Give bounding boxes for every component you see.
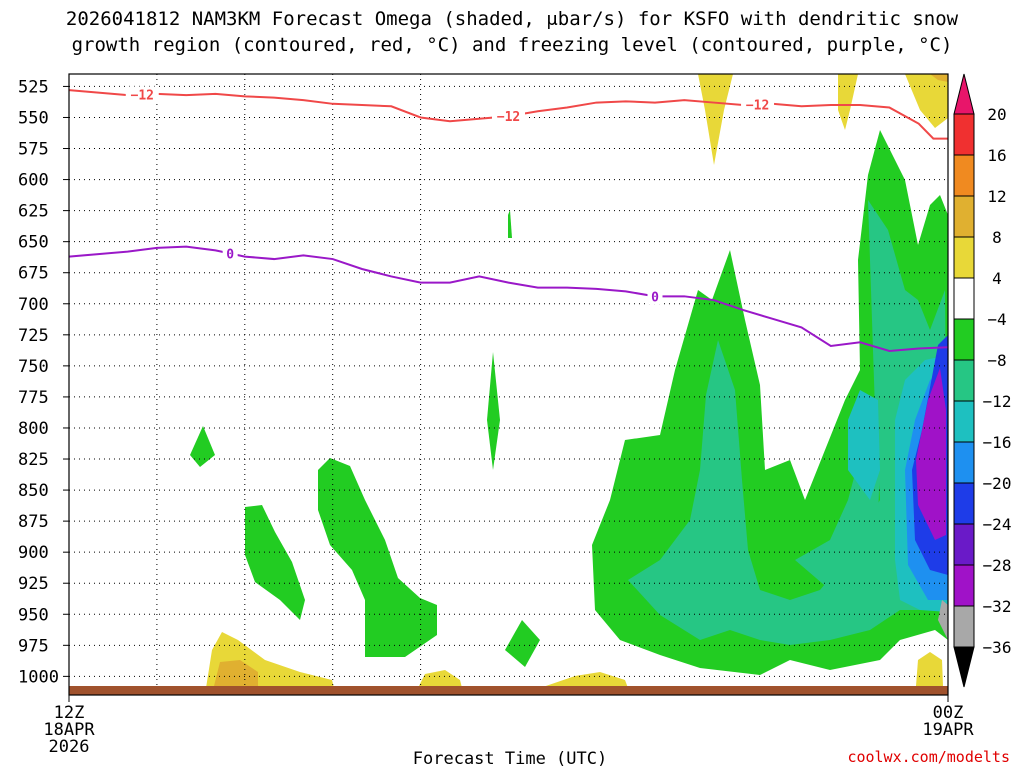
contour-label-bg — [492, 108, 525, 125]
colorbar-swatch — [953, 277, 975, 320]
x-tick-label: 12Z — [54, 703, 85, 723]
colorbar-swatch — [953, 195, 975, 238]
colorbar-label: −28 — [983, 556, 1012, 575]
ground-surface-strip — [69, 686, 948, 695]
credit-text: coolwx.com/modelts — [847, 748, 1010, 766]
colorbar-swatch — [953, 154, 975, 197]
contour-label: 0 — [651, 290, 659, 305]
freezing-level-contour-line — [68, 245, 949, 352]
y-tick-label: 700 — [18, 295, 49, 315]
colorbar-swatch — [953, 318, 975, 361]
omega-shading — [190, 74, 948, 688]
colorbar-swatch — [953, 564, 975, 607]
colorbar-label: −32 — [983, 597, 1012, 616]
omega-region-green — [245, 505, 305, 620]
y-tick-label: 550 — [18, 108, 49, 128]
y-tick-label: 925 — [18, 574, 49, 594]
colorbar-swatch — [953, 482, 975, 525]
omega-region-yellow — [540, 672, 628, 688]
colorbar-label: 20 — [987, 105, 1006, 124]
y-axis: 525 550 575 600 625 650 675 700 725 750 775 800 825 8… — [18, 77, 69, 687]
colorbar-label: 12 — [987, 187, 1006, 206]
contour-label-bg — [222, 245, 238, 262]
colorbar-label: 16 — [987, 146, 1006, 165]
colorbar-swatch — [953, 523, 975, 566]
colorbar-swatch — [953, 113, 975, 156]
colorbar-label: −8 — [987, 351, 1006, 370]
y-tick-label: 800 — [18, 419, 49, 439]
x-axis: 12Z18APR202600Z19APR12Z00Z20APR12Z00Z21A… — [43, 695, 974, 757]
colorbar-label: −12 — [983, 392, 1012, 411]
y-tick-label: 725 — [18, 326, 49, 346]
chart-title-line-1: 2026041812 NAM3KM Forecast Omega (shaded… — [66, 8, 959, 30]
y-tick-label: 825 — [18, 450, 49, 470]
colorbar: 20 16 12 8 4 −4 −8 −12 −16 −20 −24 −28 −32 −36 — [953, 73, 1012, 688]
colorbar-swatch — [953, 236, 975, 279]
colorbar-swatch — [953, 605, 975, 648]
omega-region-teal — [795, 460, 880, 590]
contour-label-bg — [741, 96, 775, 113]
omega-region-yellow — [838, 74, 858, 130]
x-tick-label: 2026 — [49, 737, 90, 757]
omega-region-yellow — [905, 74, 948, 128]
omega-region-green — [505, 620, 540, 667]
y-tick-label: 575 — [18, 140, 49, 160]
omega-region-cyan — [848, 390, 880, 500]
contour-label: −12 — [131, 88, 154, 103]
y-tick-label: 850 — [18, 481, 49, 501]
plot-area: −12 −12 −12 0 0 — [68, 74, 949, 695]
x-axis-label: Forecast Time (UTC) — [413, 749, 607, 768]
colorbar-swatch — [953, 400, 975, 443]
colorbar-bottom-triangle — [953, 646, 975, 688]
omega-region-green — [508, 210, 512, 238]
omega-region-green — [318, 458, 437, 657]
y-tick-label: 650 — [18, 233, 49, 253]
y-tick-label: 750 — [18, 357, 49, 377]
y-tick-label: 625 — [18, 202, 49, 222]
contour-label: 0 — [226, 247, 234, 262]
omega-region-green — [190, 426, 215, 467]
omega-region-green — [487, 352, 500, 470]
contour-label: −12 — [497, 110, 520, 125]
omega-region-orange — [214, 660, 258, 686]
y-tick-label: 775 — [18, 388, 49, 408]
omega-region-purple — [916, 368, 946, 540]
y-tick-label: 1000 — [18, 667, 59, 687]
y-tick-label: 875 — [18, 512, 49, 532]
colorbar-label: 8 — [992, 228, 1002, 247]
colorbar-label: 4 — [992, 269, 1002, 288]
contour-labels: −12 −12 −12 0 0 — [125, 86, 775, 305]
colorbar-label: −36 — [983, 638, 1012, 657]
y-tick-label: 600 — [18, 171, 49, 191]
grid-lines — [69, 74, 948, 695]
colorbar-top-triangle — [953, 73, 975, 115]
colorbar-label: −16 — [983, 433, 1012, 452]
y-tick-label: 975 — [18, 636, 49, 656]
y-tick-label: 675 — [18, 264, 49, 284]
colorbar-label: −4 — [987, 310, 1006, 329]
x-tick-label: 00Z — [933, 703, 964, 723]
x-tick-label: 19APR — [922, 720, 974, 740]
contour-label-bg — [647, 288, 663, 305]
contour-label-bg — [125, 86, 159, 103]
colorbar-swatch — [953, 441, 975, 484]
colorbar-label: −24 — [983, 515, 1012, 534]
omega-region-yellow — [698, 74, 733, 165]
contour-label: −12 — [746, 98, 769, 113]
omega-region-orange — [930, 74, 948, 82]
colorbar-swatch — [953, 359, 975, 402]
omega-region-grey — [938, 600, 948, 640]
colorbar-label: −20 — [983, 474, 1012, 493]
x-tick-label: 18APR — [43, 720, 95, 740]
y-tick-label: 950 — [18, 605, 49, 625]
chart-title-line-2: growth region (contoured, red, °C) and f… — [72, 34, 953, 56]
omega-region-yellow — [916, 652, 943, 686]
plot-frame — [68, 73, 949, 696]
y-tick-label: 900 — [18, 543, 49, 563]
y-tick-label: 525 — [18, 77, 49, 97]
omega-region-yellow — [418, 670, 462, 688]
